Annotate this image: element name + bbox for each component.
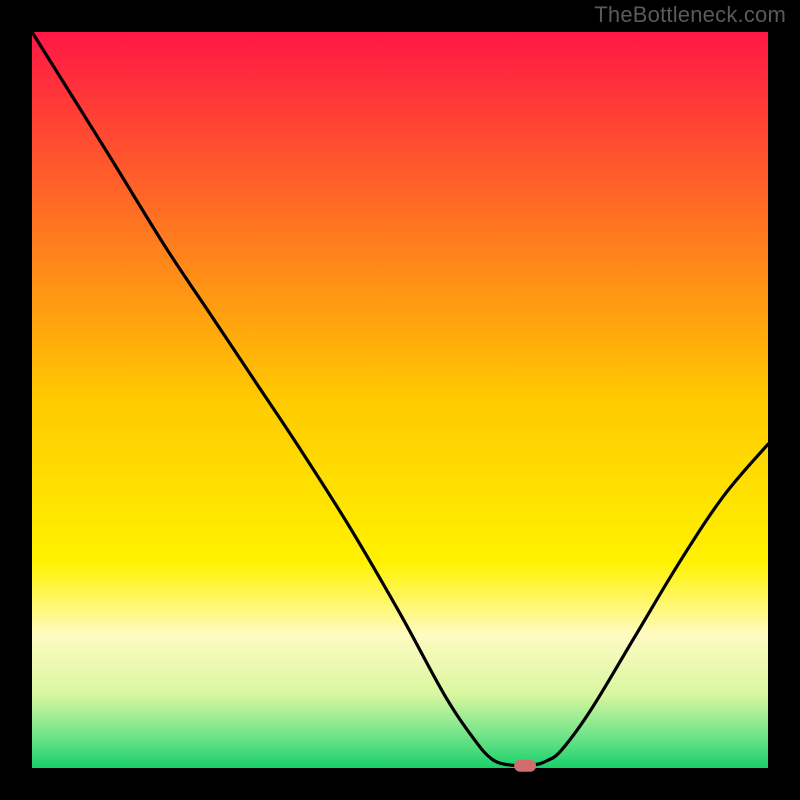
chart-canvas xyxy=(0,0,800,800)
watermark-text: TheBottleneck.com xyxy=(594,2,786,28)
plot-area xyxy=(32,32,768,768)
optimal-marker xyxy=(514,760,536,772)
bottleneck-chart: TheBottleneck.com xyxy=(0,0,800,800)
